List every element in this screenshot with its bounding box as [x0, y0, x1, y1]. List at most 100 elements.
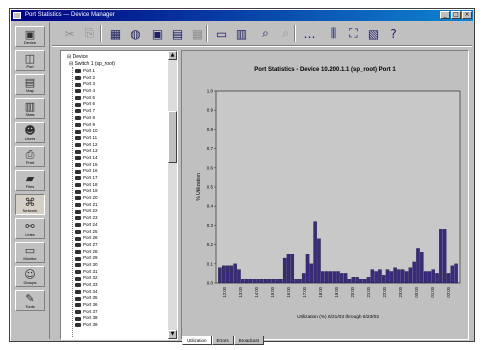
nav-button-links[interactable]: ⚯ Links — [15, 218, 45, 239]
scroll-thumb[interactable] — [168, 111, 177, 163]
tree-item-port[interactable]: Port 27 — [75, 242, 155, 249]
tree-expand-icon[interactable]: ⊟ — [67, 54, 72, 60]
nav-button-map[interactable]: ▤ Map — [15, 74, 45, 95]
tree-item-port[interactable]: Port 25 — [75, 229, 155, 236]
tree-item-port[interactable]: Port 38 — [75, 315, 155, 322]
tree-root[interactable]: ⊟ Device — [67, 54, 88, 60]
tree-item-port[interactable]: Port 18 — [75, 182, 155, 189]
tree-item-port[interactable]: Port 34 — [75, 289, 155, 296]
tree-item-port[interactable]: Port 19 — [75, 188, 155, 195]
tree-item-port[interactable]: Port 4 — [75, 88, 155, 95]
cut-icon: ✂ — [64, 26, 75, 41]
tree-item-port[interactable]: Port 33 — [75, 282, 155, 289]
network-button[interactable]: ⛶ — [344, 24, 363, 43]
port-icon — [75, 276, 81, 281]
copy-button[interactable]: ⎘ — [80, 24, 99, 43]
nav-button-monitor[interactable]: ▭ Monitor — [15, 242, 45, 263]
port-icon — [75, 69, 81, 74]
tree-item-port[interactable]: Port 6 — [75, 101, 155, 108]
title-bar[interactable]: Port Statistics — Device Manager _ □ × — [11, 10, 473, 21]
nav-button-users[interactable]: ☻ Users — [15, 122, 45, 143]
tree-item-label: Port 35 — [83, 295, 98, 301]
port-view-button[interactable]: ▤ — [168, 24, 187, 43]
magnify-button[interactable]: ⌕ — [256, 24, 275, 43]
tree-item-port[interactable]: Port 3 — [75, 81, 155, 88]
tree-item-port[interactable]: Port 22 — [75, 208, 155, 215]
tree-item-port[interactable]: Port 26 — [75, 235, 155, 242]
tree-node-switch[interactable]: ⊟ Switch 1 (sp_root) — [69, 61, 115, 67]
tree-item-port[interactable]: Port 39 — [75, 322, 155, 329]
tree-item-port[interactable]: Port 16 — [75, 168, 155, 175]
find-button[interactable]: ⌕ — [276, 24, 295, 43]
tree-item-port[interactable]: Port 36 — [75, 302, 155, 309]
maximize-button[interactable]: □ — [451, 11, 461, 19]
tree-item-port[interactable]: Port 30 — [75, 262, 155, 269]
tree-item-port[interactable]: Port 28 — [75, 249, 155, 256]
scroll-up-arrow-icon[interactable]: ▲ — [168, 51, 177, 60]
tree-item-port[interactable]: Port 15 — [75, 162, 155, 169]
tab-broadcast[interactable]: Broadcast — [233, 336, 265, 345]
tree-item-port[interactable]: Port 21 — [75, 202, 155, 209]
tab-utilization[interactable]: Utilization — [182, 336, 212, 345]
columns-button[interactable]: ⫼ — [324, 24, 343, 43]
device-view-button[interactable]: ▣ — [148, 24, 167, 43]
tree-item-label: Port 7 — [83, 108, 96, 114]
port-icon — [75, 109, 81, 114]
tree-item-port[interactable]: Port 13 — [75, 148, 155, 155]
tree-item-label: Port 8 — [83, 114, 96, 120]
ellipsis-button[interactable]: … — [300, 24, 319, 43]
nav-button-network[interactable]: ⌘ Network — [15, 194, 45, 215]
bar — [260, 279, 264, 284]
monitor-button[interactable]: ▭ — [212, 24, 231, 43]
nav-button-files[interactable]: ▰ Files — [15, 170, 45, 191]
link-icon: ⚯ — [25, 219, 35, 233]
tree-item-port[interactable]: Port 9 — [75, 122, 155, 129]
tree-item-port[interactable]: Port 8 — [75, 115, 155, 122]
nav-button-print[interactable]: ⎙ Print — [15, 146, 45, 167]
nav-button-device[interactable]: ▣ Device — [15, 26, 45, 47]
tree-item-port[interactable]: Port 23 — [75, 215, 155, 222]
nav-button-stats[interactable]: ▥ Stats — [15, 98, 45, 119]
tree-item-port[interactable]: Port 7 — [75, 108, 155, 115]
tree-item-port[interactable]: Port 31 — [75, 269, 155, 276]
tree-item-port[interactable]: Port 10 — [75, 128, 155, 135]
grid-button[interactable]: ▦ — [188, 24, 207, 43]
disk-button[interactable]: ◍ — [126, 24, 145, 43]
tree-item-port[interactable]: Port 2 — [75, 75, 155, 82]
clipboard-button[interactable]: ▧ — [364, 24, 383, 43]
bar — [362, 279, 367, 284]
tree-item-port[interactable]: Port 11 — [75, 135, 155, 142]
tree-item-label: Port 38 — [83, 315, 98, 321]
tree-item-port[interactable]: Port 20 — [75, 195, 155, 202]
minimize-button[interactable]: _ — [440, 11, 450, 19]
nav-button-tools[interactable]: ✎ Tools — [15, 290, 45, 311]
nav-button-label: Print — [25, 159, 35, 165]
tree-item-port[interactable]: Port 5 — [75, 95, 155, 102]
tree-item-port[interactable]: Port 29 — [75, 255, 155, 262]
tree-scrollbar[interactable]: ▲ ▼ — [168, 51, 177, 339]
tree-item-port[interactable]: Port 35 — [75, 295, 155, 302]
nav-button-groups[interactable]: ☺ Groups — [15, 266, 45, 287]
tree-item-port[interactable]: Port 24 — [75, 222, 155, 229]
open-folder-button[interactable]: ▦ — [106, 24, 125, 43]
table-button[interactable]: ▥ — [232, 24, 251, 43]
help-button[interactable]: ? — [384, 24, 403, 43]
tab-errors[interactable]: Errors — [211, 336, 234, 345]
y-tick-label: 0.2 — [207, 242, 214, 247]
printer-icon: ⎙ — [25, 147, 35, 161]
tree-item-label: Port 30 — [83, 261, 98, 267]
scroll-down-arrow-icon[interactable]: ▼ — [168, 330, 177, 339]
nav-button-label: Monitor — [23, 255, 37, 261]
tree-expand-icon[interactable]: ⊟ — [69, 61, 74, 67]
tree-item-port[interactable]: Port 17 — [75, 175, 155, 182]
tree-item-port[interactable]: Port 14 — [75, 155, 155, 162]
nav-button-port[interactable]: ◫ Port — [15, 50, 45, 71]
tree-item-label: Port 32 — [83, 275, 98, 281]
tree-item-port[interactable]: Port 1 — [75, 68, 155, 75]
close-button[interactable]: × — [462, 11, 472, 19]
tree-item-label: Port 12 — [83, 141, 98, 147]
cut-button[interactable]: ✂ — [60, 24, 79, 43]
tree-item-port[interactable]: Port 32 — [75, 275, 155, 282]
tree-item-port[interactable]: Port 12 — [75, 142, 155, 149]
tree-item-port[interactable]: Port 37 — [75, 309, 155, 316]
